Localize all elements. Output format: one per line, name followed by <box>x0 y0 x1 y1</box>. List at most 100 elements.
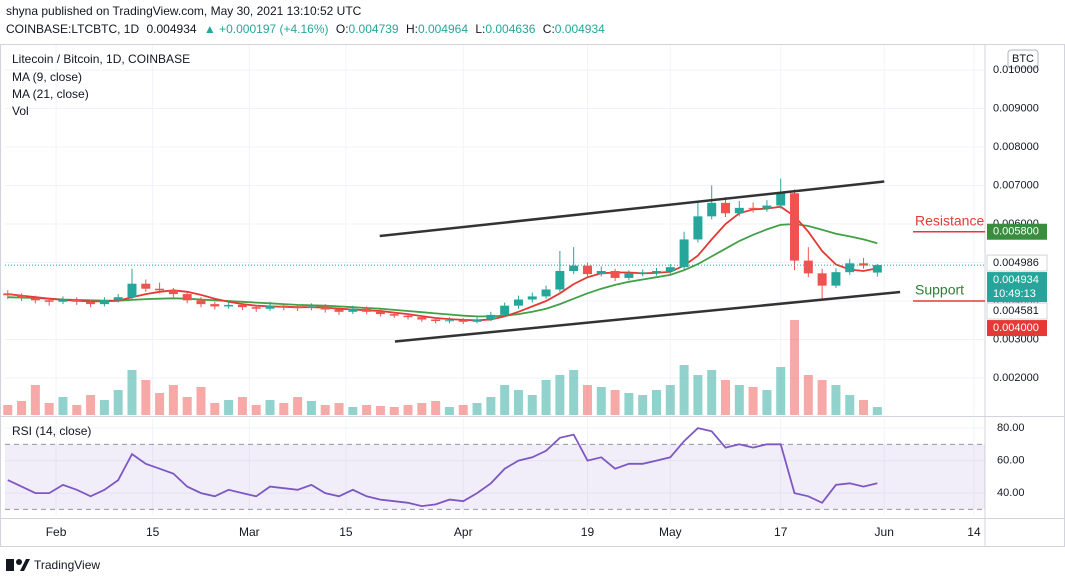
candle-body <box>472 319 482 322</box>
volume-bar <box>596 387 606 415</box>
volume-bar <box>734 385 744 415</box>
trend-line <box>379 180 885 238</box>
candle-body <box>320 306 330 310</box>
volume-bar <box>472 403 482 415</box>
ma9-line <box>7 205 878 322</box>
candle-body <box>500 305 510 315</box>
volume-bar <box>362 405 372 415</box>
candle-body <box>127 283 137 298</box>
volume-bar <box>168 385 178 415</box>
volume-bar <box>803 375 813 415</box>
candle-body <box>486 314 496 320</box>
y-tick-label: 0.008000 <box>993 141 1039 153</box>
volume-bar <box>44 403 54 415</box>
candle-body <box>541 289 551 297</box>
candle-body <box>362 308 372 312</box>
rsi-tick-label: 40.00 <box>997 487 1025 499</box>
volume-bar <box>431 401 441 415</box>
change: ▲ +0.000197 (+4.16%) <box>204 22 329 36</box>
volume-bar <box>513 390 523 415</box>
volume-bar <box>375 406 385 415</box>
currency-box <box>1007 49 1039 69</box>
volume-bar <box>845 395 855 415</box>
annotation: Resistance <box>915 212 984 228</box>
candle-body <box>762 205 772 209</box>
volume-bar <box>141 380 151 415</box>
candle-body <box>3 293 13 296</box>
volume-bar <box>17 401 27 415</box>
volume-bar <box>679 365 689 415</box>
candle-body <box>803 260 813 274</box>
volume-bar <box>610 390 620 415</box>
volume-bar <box>279 403 289 415</box>
candle-body <box>872 265 882 273</box>
volume-bar <box>541 380 551 415</box>
volume-bar <box>30 385 40 415</box>
volume-bar <box>817 380 827 415</box>
candle-body <box>845 263 855 273</box>
volume-bar <box>58 397 68 415</box>
candle-body <box>569 265 579 272</box>
c-key: C: <box>543 22 555 36</box>
candle-body <box>748 207 758 209</box>
candle-body <box>444 320 454 322</box>
volume-bar <box>99 400 109 415</box>
candle-body <box>72 299 82 302</box>
x-tick-label: Jun <box>875 525 894 539</box>
o-key: O: <box>336 22 349 36</box>
candle-body <box>776 193 786 206</box>
volume-bar <box>403 405 413 415</box>
volume-bar <box>3 405 13 415</box>
candle-body <box>210 304 220 307</box>
volume-bar <box>196 387 206 415</box>
candle-body <box>306 306 316 308</box>
candle-body <box>155 288 165 291</box>
h-key: H: <box>406 22 418 36</box>
x-tick-label: 17 <box>774 525 788 539</box>
l: 0.004636 <box>485 22 535 36</box>
volume-bar <box>113 390 123 415</box>
candle-body <box>582 265 592 275</box>
volume-bar <box>182 397 192 415</box>
price-label-box <box>987 223 1047 240</box>
candle-body <box>44 300 54 302</box>
candle-body <box>610 271 620 278</box>
price-label-box <box>986 302 1048 320</box>
currency: BTC <box>1012 53 1034 65</box>
legend-title: Litecoin / Bitcoin, 1D, COINBASE <box>12 52 190 66</box>
x-tick-label: 19 <box>581 525 595 539</box>
volume-bar <box>306 401 316 415</box>
candle-body <box>196 300 206 305</box>
candle-body <box>58 299 68 302</box>
candle-body <box>513 299 523 306</box>
price-label: 0.004934 <box>993 274 1039 286</box>
volume-bar <box>293 397 303 415</box>
x-tick-label: 15 <box>339 525 353 539</box>
volume-bar <box>707 370 717 415</box>
volume-bar <box>348 407 358 415</box>
x-tick-label: Mar <box>239 525 260 539</box>
candle-body <box>99 300 109 305</box>
candle-body <box>527 296 537 300</box>
price-label-box <box>987 320 1047 337</box>
candle-body <box>831 272 841 286</box>
y-tick-label: 0.003000 <box>993 333 1039 345</box>
candle-body <box>624 273 634 278</box>
legend-ma21: MA (21, close) <box>12 87 89 101</box>
last: 0.004934 <box>146 22 196 36</box>
volume-bar <box>210 403 220 415</box>
volume-bar <box>224 400 234 415</box>
price-label: 0.005800 <box>993 226 1039 238</box>
brand: TradingView <box>34 558 100 572</box>
y-tick-label: 0.007000 <box>993 179 1039 191</box>
volume-bar <box>790 320 800 415</box>
candle-body <box>279 305 289 308</box>
candle-body <box>113 297 123 301</box>
publisher: shyna published on TradingView.com, May … <box>6 4 362 18</box>
x-tick-label: May <box>659 525 682 539</box>
candle-body <box>596 271 606 275</box>
volume-bar <box>444 407 454 415</box>
volume-bar <box>569 370 579 415</box>
candle-body <box>403 315 413 318</box>
